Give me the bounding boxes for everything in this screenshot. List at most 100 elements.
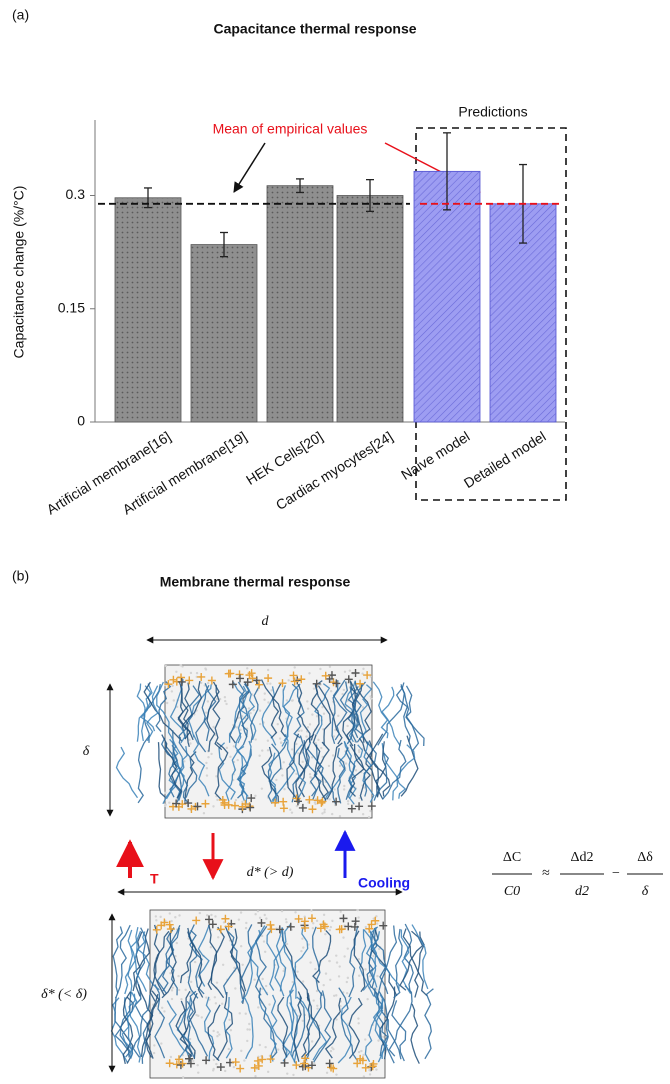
water [188, 738, 191, 742]
water [330, 812, 334, 816]
lipid-tail [145, 994, 159, 1058]
water [362, 1075, 366, 1078]
lipid-head [327, 1063, 336, 1072]
water [229, 755, 232, 759]
water [291, 980, 294, 984]
lipid-head [365, 924, 374, 933]
lipid-head [172, 799, 181, 808]
water [335, 954, 338, 957]
water [246, 667, 249, 670]
water [269, 682, 272, 685]
lipid-tail [381, 686, 401, 747]
lipid-tail [132, 994, 151, 1058]
water [284, 918, 288, 921]
water [213, 996, 217, 999]
new-width-label: d* (> d) [247, 865, 294, 880]
water [287, 679, 290, 682]
water [239, 911, 243, 914]
water [360, 1049, 363, 1053]
lipid-tail [392, 744, 416, 801]
annotation-arrow [233, 142, 266, 193]
water [204, 667, 207, 670]
water [297, 752, 300, 755]
water [315, 715, 319, 718]
water [345, 980, 349, 984]
lipid-tail [206, 681, 220, 752]
water [369, 675, 372, 678]
water [357, 916, 360, 919]
lipid-head [192, 916, 201, 925]
lipid-head [176, 1061, 185, 1070]
water [308, 723, 312, 726]
water [301, 1019, 304, 1022]
water [312, 1062, 316, 1065]
water [160, 1042, 163, 1045]
annotation: Mean of empirical values [213, 121, 368, 137]
water [310, 1040, 314, 1043]
water [177, 974, 180, 978]
x-tick-label: Artificial membrane[16] [44, 428, 174, 517]
lipid-tail [244, 997, 254, 1060]
water [295, 772, 298, 776]
water [257, 1006, 260, 1009]
water [306, 707, 310, 710]
water [361, 812, 365, 816]
water [198, 911, 202, 915]
lipid-head [313, 796, 322, 805]
water [294, 911, 297, 914]
water [266, 1070, 270, 1074]
water [301, 980, 305, 983]
water [168, 801, 171, 804]
lipid-tail [286, 733, 301, 804]
membrane [115, 664, 425, 819]
water [254, 913, 257, 916]
water [339, 910, 342, 913]
diagram-title: Membrane thermal response [160, 574, 351, 590]
water [262, 940, 266, 943]
water [324, 932, 327, 936]
lipid-tail [122, 991, 134, 1065]
water [202, 812, 206, 815]
lipid-head [290, 677, 299, 686]
lipid-head [157, 921, 166, 930]
water [347, 802, 350, 806]
equation-part: ≈ [542, 866, 550, 881]
water [205, 914, 209, 917]
lipid-tail [372, 994, 387, 1063]
water [239, 945, 243, 948]
water [189, 671, 193, 675]
lipid-tail [312, 926, 323, 996]
water [332, 735, 336, 738]
lipid-tail [316, 741, 330, 799]
lipid-head [279, 804, 288, 813]
lipid-head [275, 925, 284, 934]
water [178, 914, 181, 917]
lipid-tail [275, 927, 287, 992]
water [305, 735, 308, 738]
water [212, 725, 215, 729]
lipid-head [165, 920, 174, 929]
lipid-head [361, 1063, 370, 1072]
water [248, 1022, 251, 1026]
lipid-tail [239, 740, 252, 804]
water [155, 919, 158, 922]
water [328, 959, 331, 963]
lipid-head [248, 674, 257, 683]
lipid-head [193, 802, 202, 811]
water [205, 774, 209, 777]
water [354, 769, 358, 772]
lipid-head [355, 802, 364, 811]
lipid-tail [366, 927, 376, 989]
lipid-tail [324, 997, 342, 1059]
lipid-head [266, 1055, 275, 1064]
water [261, 977, 264, 981]
water [290, 811, 294, 814]
water [335, 994, 338, 997]
water [217, 936, 220, 939]
lipid-tail [179, 1000, 193, 1057]
lipid-tail [258, 994, 288, 1058]
water [241, 963, 244, 967]
water [358, 796, 361, 800]
water [275, 778, 278, 782]
